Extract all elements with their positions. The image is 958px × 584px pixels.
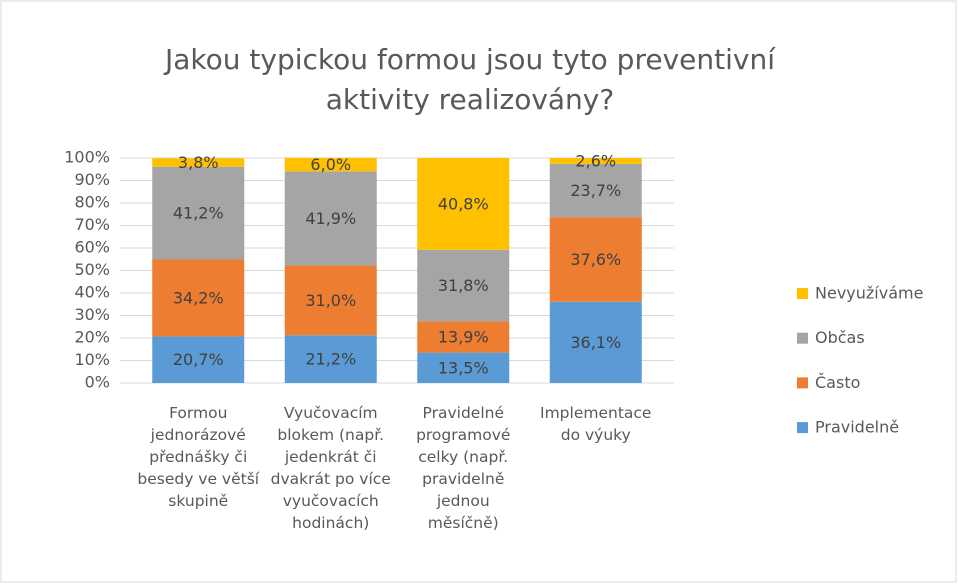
y-tick-label: 100%	[64, 148, 110, 167]
y-tick-label: 80%	[74, 193, 110, 212]
legend-label: Pravidelně	[815, 418, 899, 437]
bar-segment	[549, 158, 642, 164]
bar-segment	[417, 158, 510, 250]
legend-swatch	[797, 422, 808, 434]
data-label: 36,1%	[570, 333, 621, 352]
bar-segment	[549, 163, 642, 218]
bar-segment	[152, 336, 245, 383]
y-tick-label: 40%	[74, 283, 110, 302]
bar-segment	[417, 321, 510, 353]
data-label: 6,0%	[310, 155, 351, 174]
data-label: 31,0%	[305, 291, 356, 310]
x-tick-label: Formou jednorázové přednášky či besedy v…	[137, 404, 260, 510]
bar-segment	[152, 259, 245, 337]
data-label: 13,5%	[438, 358, 489, 377]
bar-segment	[549, 217, 642, 302]
data-label: 23,7%	[570, 181, 621, 200]
data-label: 2,6%	[575, 151, 616, 170]
y-tick-label: 0%	[85, 373, 110, 392]
y-tick-label: 10%	[74, 350, 110, 369]
chart-title: Jakou typickou formou jsou tyto preventi…	[165, 43, 775, 116]
bar-segment	[417, 352, 510, 383]
data-label: 34,2%	[173, 288, 224, 307]
y-tick-label: 70%	[74, 215, 110, 234]
data-label: 31,8%	[438, 276, 489, 295]
legend-label: Nevyužíváme	[815, 284, 923, 303]
bar-segment	[549, 301, 642, 383]
bar-segment	[284, 157, 377, 172]
bar-segment	[152, 158, 245, 167]
y-tick-label: 90%	[74, 170, 110, 189]
data-label: 41,9%	[305, 209, 356, 228]
bar-segment	[152, 166, 245, 260]
x-tick-label: Vyučovacím blokem (např. jedenkrát či dv…	[270, 404, 391, 532]
legend-label: Občas	[815, 328, 865, 347]
y-tick-label: 50%	[74, 260, 110, 279]
legend-swatch	[797, 288, 808, 299]
data-label: 3,8%	[178, 153, 219, 172]
bar-segment	[284, 335, 377, 383]
legend-swatch	[797, 332, 808, 344]
data-label: 41,2%	[173, 204, 224, 223]
bar-segment	[417, 249, 510, 322]
bar-segment	[284, 265, 377, 336]
y-tick-label: 30%	[74, 305, 110, 324]
legend-swatch	[797, 377, 808, 389]
x-tick-label: Pravidelné programové celky (např. pravi…	[416, 404, 511, 532]
data-label: 37,6%	[570, 250, 621, 269]
data-label: 40,8%	[438, 194, 489, 213]
bar-segment	[284, 171, 377, 266]
data-label: 21,2%	[305, 350, 356, 369]
data-label: 13,9%	[438, 327, 489, 346]
data-label: 20,7%	[173, 350, 224, 369]
y-tick-label: 60%	[74, 238, 110, 257]
legend-label: Často	[815, 373, 860, 392]
y-tick-label: 20%	[74, 328, 110, 347]
x-tick-label: Implementace do výuky	[540, 404, 652, 444]
